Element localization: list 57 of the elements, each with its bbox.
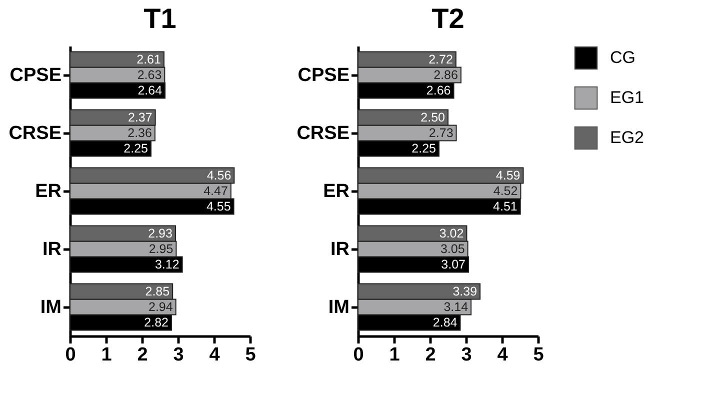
data-label: 2.73 <box>428 126 454 140</box>
data-label: 3.12 <box>154 257 180 272</box>
x-tick-label: 1 <box>389 344 400 366</box>
x-tick-label: 5 <box>533 344 544 366</box>
legend-label: CG <box>610 48 636 67</box>
data-label: 3.05 <box>440 242 465 256</box>
y-tick-label: IM <box>328 297 350 318</box>
y-tick-label: CRSE <box>8 123 62 144</box>
x-tick-label: 3 <box>461 344 472 366</box>
y-tick-label: CPSE <box>298 65 350 86</box>
y-tick-label: IM <box>40 297 62 318</box>
y-tick-label: CRSE <box>296 123 350 144</box>
data-label: 4.55 <box>206 199 231 214</box>
data-label: 2.37 <box>128 110 152 125</box>
data-label: 2.64 <box>138 83 162 98</box>
data-label: 2.25 <box>124 141 148 156</box>
legend-label: EG2 <box>610 128 644 147</box>
data-label: 3.39 <box>452 284 478 299</box>
data-label: 2.36 <box>128 126 152 140</box>
y-tick-label: CPSE <box>10 65 62 86</box>
data-label: 2.85 <box>145 284 170 299</box>
data-label: 2.84 <box>432 315 458 330</box>
y-tick-label: IR <box>42 239 62 260</box>
data-label: 3.14 <box>444 300 468 314</box>
data-label: 2.66 <box>426 83 451 98</box>
data-label: 2.61 <box>136 52 161 67</box>
data-label: 3.07 <box>441 257 466 272</box>
chart-title: T1 <box>144 3 176 34</box>
chart-title: T2 <box>432 3 464 34</box>
x-tick-label: 0 <box>353 344 364 366</box>
x-tick-label: 3 <box>173 344 184 366</box>
data-label: 2.95 <box>148 242 174 256</box>
data-label: 2.82 <box>144 315 169 330</box>
data-label: 4.59 <box>496 168 520 183</box>
data-label: 2.93 <box>148 226 173 241</box>
data-label: 2.50 <box>420 110 446 125</box>
data-label: 2.86 <box>434 68 458 82</box>
data-label: 3.02 <box>439 226 464 241</box>
data-label: 4.56 <box>206 168 232 183</box>
data-label: 2.72 <box>428 52 453 67</box>
x-tick-label: 4 <box>497 344 508 366</box>
data-label: 2.63 <box>137 68 162 82</box>
x-tick-label: 4 <box>209 344 220 366</box>
x-tick-label: 0 <box>65 344 76 366</box>
x-tick-label: 2 <box>137 344 148 366</box>
data-label: 4.52 <box>493 184 518 198</box>
data-label: 4.51 <box>493 199 518 214</box>
legend-label: EG1 <box>610 88 644 107</box>
x-tick-label: 1 <box>101 344 112 366</box>
y-tick-label: IR <box>330 239 350 260</box>
y-tick-label: ER <box>35 181 62 202</box>
x-tick-label: 2 <box>425 344 436 366</box>
data-label: 2.25 <box>412 141 436 156</box>
data-label: 2.94 <box>148 300 173 314</box>
data-label: 4.47 <box>204 184 228 198</box>
x-tick-label: 5 <box>245 344 256 366</box>
y-tick-label: ER <box>323 181 350 202</box>
